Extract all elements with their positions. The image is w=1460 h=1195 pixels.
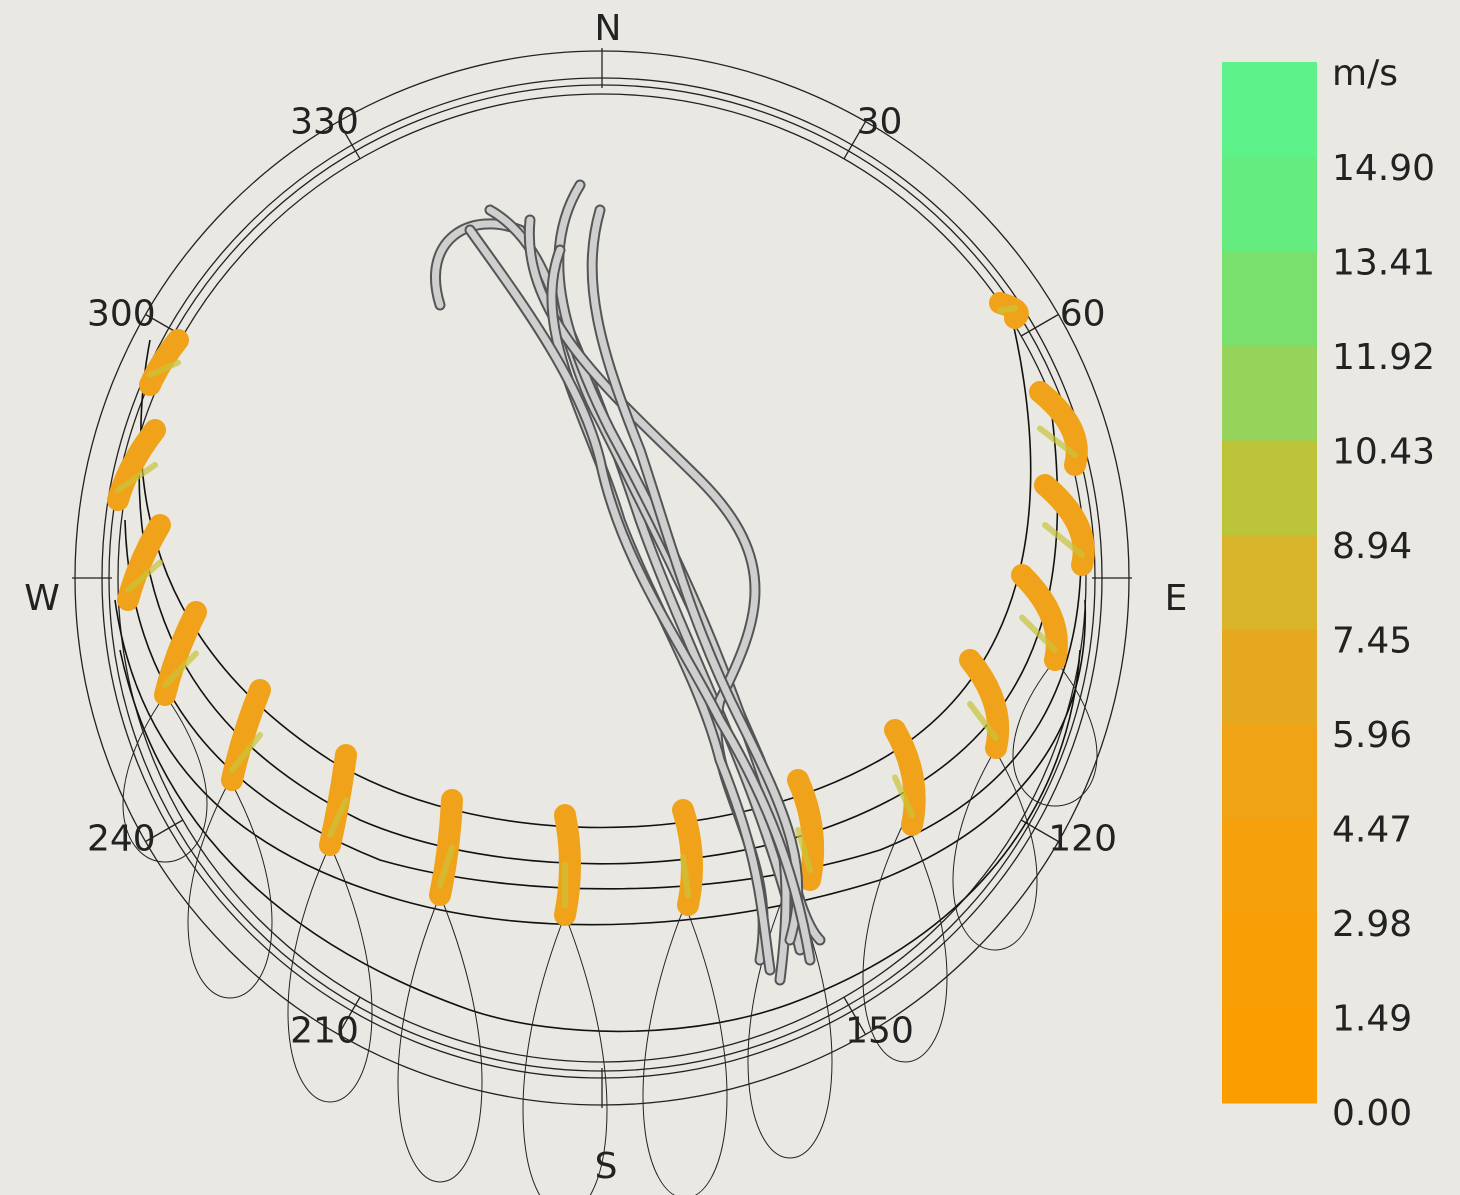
loop bbox=[747, 879, 833, 1159]
wind-marker-highlight bbox=[229, 732, 263, 773]
legend-band bbox=[1222, 913, 1317, 1009]
loop bbox=[862, 819, 948, 1063]
legend-band bbox=[1222, 345, 1317, 442]
angle-label: 150 bbox=[845, 1011, 914, 1052]
legend-band bbox=[1222, 724, 1317, 820]
wind-marker-highlight bbox=[125, 559, 163, 593]
legend-band bbox=[1222, 156, 1317, 252]
legend-band bbox=[1222, 629, 1317, 725]
legend-band bbox=[1222, 440, 1317, 536]
wind-marker-highlight bbox=[795, 827, 813, 873]
compass-label: S bbox=[595, 1146, 618, 1187]
wind-marker bbox=[117, 514, 171, 611]
wind-marker bbox=[107, 419, 166, 511]
legend-label: 4.47 bbox=[1332, 810, 1412, 851]
wind-marker-highlight bbox=[997, 305, 1018, 314]
angle-label: 330 bbox=[290, 101, 359, 142]
angle-label: 240 bbox=[87, 819, 156, 860]
legend-label: 1.49 bbox=[1332, 999, 1412, 1040]
legend-band bbox=[1222, 1008, 1317, 1104]
analemma-loops bbox=[122, 659, 1098, 1195]
wind-marker-highlight bbox=[680, 854, 691, 898]
legend-band bbox=[1222, 62, 1317, 158]
wind-marker-highlight bbox=[162, 650, 199, 688]
wind-marker-highlight bbox=[1037, 425, 1078, 458]
angle-label: 300 bbox=[87, 294, 156, 335]
legend-band bbox=[1222, 251, 1317, 347]
legend-label: 10.43 bbox=[1332, 432, 1435, 473]
legend-label: 2.98 bbox=[1332, 904, 1412, 945]
loop bbox=[187, 779, 273, 999]
wind-marker-highlight bbox=[1042, 522, 1085, 558]
loop bbox=[522, 914, 608, 1195]
legend-unit: m/s bbox=[1332, 53, 1398, 94]
wind-marker-highlight bbox=[437, 844, 455, 888]
wind-marker bbox=[139, 329, 189, 396]
legend-band bbox=[1222, 535, 1317, 631]
streamlines bbox=[430, 179, 826, 986]
angle-tick bbox=[843, 121, 867, 160]
legend-band bbox=[1222, 819, 1317, 915]
legend-label: 8.94 bbox=[1332, 526, 1412, 567]
wind-marker-highlight bbox=[892, 774, 915, 818]
legend-label: 5.96 bbox=[1332, 715, 1412, 756]
angle-label: 210 bbox=[290, 1011, 359, 1052]
loop bbox=[122, 694, 208, 863]
wind-marker-highlight bbox=[327, 797, 349, 838]
legend-label: 13.41 bbox=[1332, 243, 1435, 284]
streamline bbox=[588, 206, 802, 944]
wind-marker-highlight bbox=[967, 701, 999, 741]
legend-label: 0.00 bbox=[1332, 1093, 1412, 1134]
angle-tick bbox=[843, 996, 867, 1035]
angle-tick bbox=[1020, 313, 1059, 337]
compass-frame bbox=[72, 48, 1132, 1108]
compass-label: E bbox=[1165, 578, 1188, 619]
angle-label: 60 bbox=[1060, 294, 1106, 335]
compass-label: W bbox=[24, 578, 60, 619]
legend-label: 7.45 bbox=[1332, 621, 1412, 662]
wind-marker-highlight bbox=[147, 359, 181, 378]
wind-marker-highlight bbox=[115, 462, 158, 493]
loop bbox=[397, 894, 483, 1183]
wind-markers bbox=[107, 292, 1095, 926]
compass-label: N bbox=[595, 8, 622, 49]
wind-marker bbox=[1029, 381, 1088, 476]
loop bbox=[642, 904, 728, 1195]
wind-marker-highlight bbox=[1019, 614, 1058, 653]
angle-tick bbox=[337, 996, 361, 1035]
angle-tick bbox=[145, 819, 184, 843]
legend: 14.90 13.41 11.92 10.43 8.94 7.45 5.96 4.47 2.98… bbox=[1222, 62, 1435, 1134]
loop bbox=[1012, 659, 1098, 807]
angle-tick bbox=[337, 121, 361, 160]
angle-label: 30 bbox=[857, 101, 903, 142]
legend-label: 11.92 bbox=[1332, 337, 1435, 378]
legend-label: 14.90 bbox=[1332, 148, 1435, 189]
loop bbox=[287, 844, 373, 1103]
angle-label: 120 bbox=[1048, 819, 1117, 860]
streamline bbox=[466, 226, 814, 964]
loop bbox=[952, 749, 1038, 951]
